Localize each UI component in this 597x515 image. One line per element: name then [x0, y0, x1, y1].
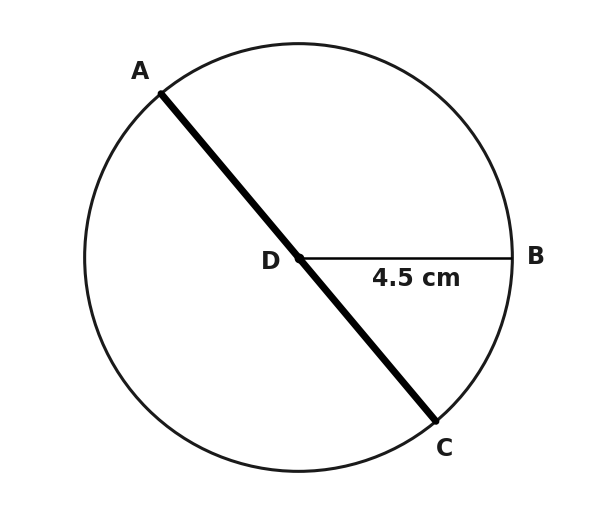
Text: D: D — [261, 250, 281, 274]
Text: C: C — [436, 437, 453, 461]
Text: 4.5 cm: 4.5 cm — [372, 267, 460, 291]
Text: A: A — [131, 60, 149, 84]
Text: B: B — [527, 246, 545, 269]
